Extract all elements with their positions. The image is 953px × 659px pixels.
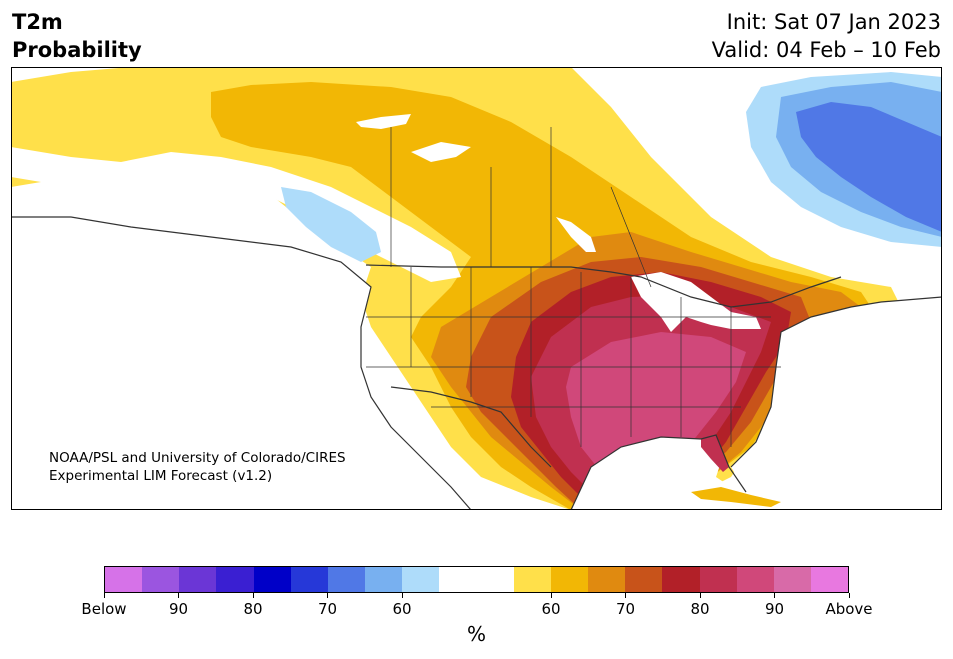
colorbar-segment bbox=[513, 567, 551, 592]
forecast-dates: Init: Sat 07 Jan 2023 Valid: 04 Feb – 10… bbox=[712, 8, 941, 64]
colorbar-segment bbox=[736, 567, 774, 592]
colorbar-tick-label: 90 bbox=[764, 600, 785, 618]
colorbar-segment bbox=[327, 567, 366, 592]
colorbar-tick-label: 60 bbox=[541, 600, 561, 618]
colorbar-tick bbox=[699, 593, 701, 598]
colorbar-tick-label: 70 bbox=[317, 600, 338, 618]
atlantic-ocean bbox=[731, 297, 942, 510]
colorbar-segment bbox=[402, 567, 440, 592]
state-lines bbox=[366, 127, 781, 447]
colorbar-segment bbox=[105, 567, 143, 592]
colorbar-tick bbox=[252, 593, 254, 598]
colorbar-segment bbox=[625, 567, 663, 592]
hudson-bay-water bbox=[631, 67, 756, 127]
map-title: T2m Probability bbox=[12, 8, 142, 64]
florida bbox=[701, 435, 729, 472]
colorbar-segment bbox=[439, 567, 477, 592]
colorbar-segment bbox=[253, 567, 291, 592]
colorbar-segment bbox=[216, 567, 254, 592]
credit-line-2: Experimental LIM Forecast (v1.2) bbox=[49, 468, 273, 484]
colorbar-segment bbox=[588, 567, 626, 592]
shade-near-normal-west bbox=[11, 147, 461, 282]
colorbar-tick bbox=[327, 593, 328, 598]
lakes-north-1 bbox=[356, 114, 411, 129]
colorbar-tick bbox=[625, 593, 626, 598]
colorbar-segment bbox=[142, 567, 180, 592]
colorbar-unit: % bbox=[466, 622, 486, 646]
lake-winnipeg bbox=[556, 217, 596, 252]
colorbar-segment bbox=[550, 567, 589, 592]
shade-90-above bbox=[566, 332, 746, 477]
map-credit: NOAA/PSL and University of Colorado/CIRE… bbox=[49, 449, 346, 485]
colorbar-tick bbox=[178, 593, 179, 598]
colorbar-tick-label: 90 bbox=[168, 600, 189, 618]
colorbar-tick bbox=[848, 593, 850, 598]
colorbar-segment bbox=[810, 567, 849, 592]
us-canada-border bbox=[365, 264, 842, 308]
colorbar-tick-label: 60 bbox=[392, 600, 412, 618]
colorbar-tick bbox=[550, 593, 552, 598]
colorbar-tick bbox=[774, 593, 775, 598]
probability-map bbox=[11, 67, 942, 510]
valid-date: Valid: 04 Feb – 10 Feb bbox=[711, 38, 941, 62]
colorbar-tick-label: 80 bbox=[243, 600, 263, 618]
shade-60-below-west bbox=[281, 187, 381, 262]
colorbar-segment bbox=[179, 567, 217, 592]
pacific-ocean bbox=[11, 217, 471, 510]
colorbar-tick-label: 80 bbox=[690, 600, 710, 618]
colorbar-segment bbox=[773, 567, 811, 592]
east-coastline bbox=[570, 296, 942, 510]
colorbar-tick-label: Below bbox=[81, 600, 127, 618]
colorbar-segment bbox=[699, 567, 737, 592]
colorbar-tick bbox=[103, 593, 105, 598]
gulf-of-mexico bbox=[571, 437, 731, 510]
colorbar-tick-label: Above bbox=[825, 600, 873, 618]
title-variable: T2m bbox=[12, 10, 63, 34]
colorbar-segment bbox=[476, 567, 514, 592]
title-type: Probability bbox=[12, 38, 142, 62]
credit-line-1: NOAA/PSL and University of Colorado/CIRE… bbox=[49, 450, 346, 466]
colorbar bbox=[104, 566, 849, 593]
lakes-north-2 bbox=[411, 142, 471, 162]
colorbar-segment bbox=[365, 567, 403, 592]
colorbar-ticks: Below 90 80 70 60 60 70 80 90 Above bbox=[81, 593, 873, 623]
shade-75-below-east bbox=[796, 102, 942, 232]
coastline bbox=[11, 216, 472, 510]
colorbar-segment bbox=[662, 567, 700, 592]
cuba bbox=[691, 487, 781, 507]
colorbar-segment bbox=[290, 567, 328, 592]
colorbar-tick-label: 70 bbox=[615, 600, 636, 618]
colorbar-tick bbox=[401, 593, 403, 598]
init-date: Init: Sat 07 Jan 2023 bbox=[726, 10, 941, 34]
